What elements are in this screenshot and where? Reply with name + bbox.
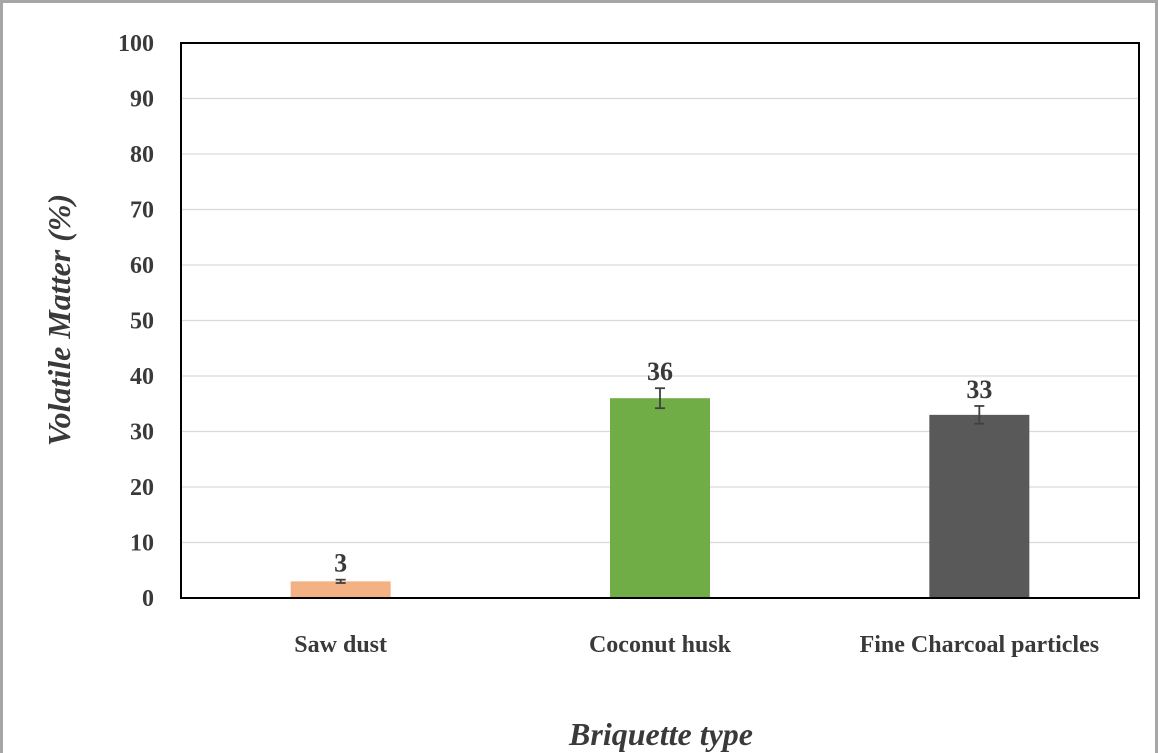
plot-area-border: [180, 42, 1140, 599]
error-bar-0: [335, 578, 346, 584]
data-label-2: 33: [966, 375, 992, 404]
data-label-0: 3: [334, 549, 347, 578]
error-bars: [335, 387, 985, 584]
x-axis-title: Briquette type: [568, 716, 753, 752]
y-tick-label: 60: [130, 253, 154, 279]
y-axis-title: Volatile Matter (%): [41, 194, 77, 446]
bars: [290, 398, 1030, 598]
bar-2: [929, 414, 1030, 598]
y-tick-labels: 0 10 20 30 40 50 60 70 80 90 100: [118, 31, 154, 612]
y-tick-label: 50: [130, 309, 154, 335]
x-category-labels: Saw dust Coconut husk Fine Charcoal partic…: [294, 632, 1099, 658]
y-tick-label: 0: [142, 586, 154, 612]
bar-1: [610, 398, 710, 598]
y-tick-label: 10: [130, 531, 154, 557]
y-tick-label: 90: [130, 87, 154, 113]
bar-0: [290, 581, 391, 598]
error-bar-2: [974, 405, 985, 425]
error-bar-1: [655, 387, 665, 410]
data-labels: 3 36 33: [334, 357, 992, 577]
y-tick-label: 30: [130, 420, 154, 446]
y-tick-label: 70: [130, 198, 154, 224]
category-label-2: Fine Charcoal particles: [860, 632, 1100, 658]
category-label-1: Coconut husk: [589, 632, 732, 658]
y-tick-label: 80: [130, 142, 154, 168]
y-tick-label: 20: [130, 475, 154, 501]
data-label-1: 36: [647, 357, 673, 386]
y-tick-label: 100: [118, 31, 154, 57]
y-tick-label: 40: [130, 364, 154, 390]
category-label-0: Saw dust: [294, 632, 387, 658]
